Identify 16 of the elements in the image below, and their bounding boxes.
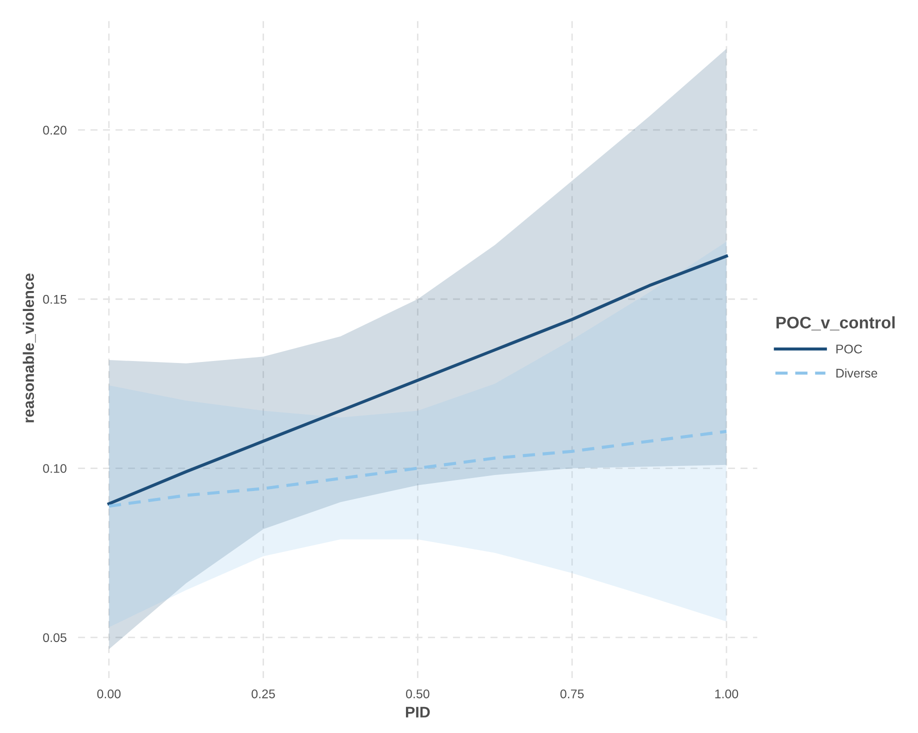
x-tick-label: 0.00	[97, 689, 121, 698]
line-series	[107, 430, 728, 508]
x-tick-label: 0.25	[252, 689, 275, 698]
y-tick-label: 0.15	[43, 294, 66, 304]
legend-title: POC_v_control	[776, 316, 895, 330]
y-tick-label: 0.05	[43, 633, 66, 642]
x-tick-label: 0.50	[406, 689, 430, 698]
x-tick-label: 1.00	[715, 689, 738, 698]
legend-label: Diverse	[836, 368, 878, 378]
y-tick-label: 0.20	[43, 126, 66, 135]
x-axis-title: PID	[406, 706, 430, 718]
y-tick-label: 0.10	[43, 464, 66, 473]
x-tick-label: 0.75	[560, 689, 584, 698]
line-series	[107, 254, 728, 506]
y-axis-title: reasonable_violence	[22, 274, 36, 422]
legend-label: POC	[836, 344, 862, 354]
